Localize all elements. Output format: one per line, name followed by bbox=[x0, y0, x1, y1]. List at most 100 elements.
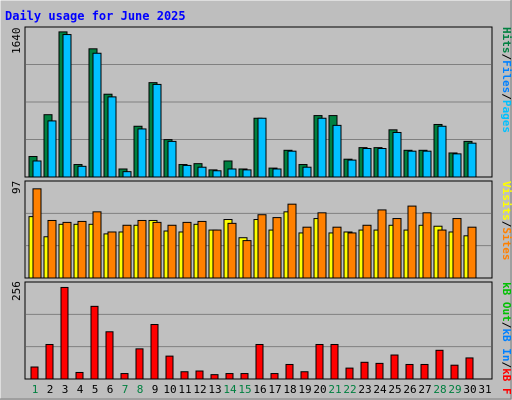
bar-kb-f-day-6 bbox=[105, 331, 114, 380]
bar-kb-f-day-8 bbox=[135, 348, 144, 380]
x-tick-label: 14 bbox=[223, 383, 237, 396]
x-tick-label: 18 bbox=[283, 383, 296, 396]
bar-files-day-8 bbox=[137, 128, 147, 178]
bar-kb-f-day-18 bbox=[285, 363, 294, 380]
bar-kb-f-day-26 bbox=[405, 363, 414, 380]
bar-kb-f-day-12 bbox=[195, 370, 204, 380]
x-tick-label: 24 bbox=[373, 383, 387, 396]
bar-kb-f-day-3 bbox=[60, 286, 69, 380]
bar-sites-day-30 bbox=[467, 226, 477, 279]
bar-sites-day-28 bbox=[437, 229, 447, 279]
bar-kb-f-day-4 bbox=[75, 371, 84, 380]
bar-kb-f-day-9 bbox=[150, 324, 159, 380]
bar-sites-day-19 bbox=[302, 226, 312, 279]
x-tick-label: 11 bbox=[178, 383, 191, 396]
x-tick-label: 25 bbox=[388, 383, 401, 396]
bar-sites-day-6 bbox=[107, 231, 117, 279]
bar-sites-day-9 bbox=[152, 221, 162, 279]
x-tick-label: 21 bbox=[328, 383, 341, 396]
bar-sites-day-21 bbox=[332, 226, 342, 279]
legend-hits-files-pages: Hits/Files/Pages bbox=[500, 27, 512, 133]
bar-kb-f-day-29 bbox=[450, 364, 459, 380]
legend-part: kB F bbox=[500, 368, 512, 395]
bar-sites-day-11 bbox=[182, 221, 192, 279]
bar-sites-day-18 bbox=[287, 203, 297, 279]
bar-sites-day-22 bbox=[347, 232, 357, 279]
bar-sites-day-29 bbox=[452, 218, 462, 279]
x-tick-label: 30 bbox=[463, 383, 476, 396]
x-tick-label: 20 bbox=[313, 383, 326, 396]
legend-part: / bbox=[500, 93, 512, 100]
x-tick-label: 10 bbox=[163, 383, 176, 396]
x-tick-label: 9 bbox=[152, 383, 159, 396]
bar-sites-day-25 bbox=[392, 218, 402, 279]
legend-part: / bbox=[500, 221, 512, 228]
legend-part: kB In bbox=[500, 328, 512, 361]
bar-kb-f-day-10 bbox=[165, 355, 174, 380]
bar-files-day-12 bbox=[197, 166, 207, 178]
bar-files-day-22 bbox=[347, 159, 357, 178]
legend-part: / bbox=[500, 54, 512, 61]
bar-sites-day-10 bbox=[167, 224, 177, 279]
bar-sites-day-5 bbox=[92, 211, 102, 279]
bar-files-day-23 bbox=[362, 148, 372, 178]
bar-kb-f-day-13 bbox=[210, 374, 219, 380]
x-tick-label: 8 bbox=[137, 383, 144, 396]
bar-files-day-15 bbox=[242, 169, 252, 178]
bar-kb-f-day-15 bbox=[240, 373, 249, 380]
bar-kb-f-day-2 bbox=[45, 343, 54, 380]
bar-files-day-30 bbox=[467, 142, 477, 178]
x-tick-label: 26 bbox=[403, 383, 416, 396]
bar-kb-f-day-17 bbox=[270, 373, 279, 380]
x-tick-label: 16 bbox=[253, 383, 266, 396]
chart-title: Daily usage for June 2025 bbox=[5, 9, 186, 23]
bar-files-day-26 bbox=[407, 150, 417, 178]
x-tick-label: 28 bbox=[433, 383, 446, 396]
bar-kb-f-day-21 bbox=[330, 343, 339, 380]
bar-sites-day-26 bbox=[407, 205, 417, 279]
bar-sites-day-3 bbox=[62, 221, 72, 279]
y-max-label-kbf: 256 bbox=[10, 281, 23, 301]
bar-files-day-13 bbox=[212, 170, 222, 178]
x-tick-label: 31 bbox=[478, 383, 491, 396]
bar-sites-day-15 bbox=[242, 240, 252, 279]
bar-kb-f-day-27 bbox=[420, 363, 429, 380]
bar-sites-day-12 bbox=[197, 220, 207, 279]
bar-files-day-29 bbox=[452, 153, 462, 178]
bar-files-day-9 bbox=[152, 83, 162, 178]
bar-kb-f-day-5 bbox=[90, 305, 99, 380]
legend-part: Pages bbox=[500, 100, 512, 133]
bar-sites-day-20 bbox=[317, 212, 327, 279]
bar-files-day-3 bbox=[62, 34, 72, 178]
bar-files-day-7 bbox=[122, 171, 132, 178]
x-tick-label: 6 bbox=[107, 383, 114, 396]
legend-part: Sites bbox=[500, 227, 512, 260]
y-max-label-visits: 97 bbox=[10, 181, 23, 194]
legend-part: Files bbox=[500, 60, 512, 93]
x-tick-label: 1 bbox=[32, 383, 39, 396]
bar-files-day-10 bbox=[167, 140, 177, 178]
bar-kb-f-day-20 bbox=[315, 343, 324, 380]
x-tick-label: 3 bbox=[62, 383, 69, 396]
bar-sites-day-2 bbox=[47, 219, 57, 279]
bar-files-day-19 bbox=[302, 166, 312, 178]
bar-kb-f-day-1 bbox=[30, 366, 39, 380]
bar-kb-f-day-24 bbox=[375, 362, 384, 380]
x-tick-label: 19 bbox=[298, 383, 311, 396]
bar-sites-day-17 bbox=[272, 217, 282, 279]
bar-files-day-5 bbox=[92, 52, 102, 178]
bar-kb-f-day-19 bbox=[300, 371, 309, 380]
bar-files-day-28 bbox=[437, 125, 447, 178]
y-max-label-hits: 1640 bbox=[10, 28, 23, 55]
bar-files-day-14 bbox=[227, 168, 237, 178]
bar-files-day-25 bbox=[392, 131, 402, 178]
legend-part: Hits bbox=[500, 27, 512, 54]
bar-files-day-17 bbox=[272, 168, 282, 178]
bar-kb-f-day-7 bbox=[120, 373, 129, 380]
bar-kb-f-day-23 bbox=[360, 361, 369, 380]
x-tick-label: 5 bbox=[92, 383, 99, 396]
bar-files-day-20 bbox=[317, 117, 327, 178]
x-tick-label: 4 bbox=[77, 383, 84, 396]
legend-kb: kB Out/kB In/kB F bbox=[500, 282, 512, 395]
